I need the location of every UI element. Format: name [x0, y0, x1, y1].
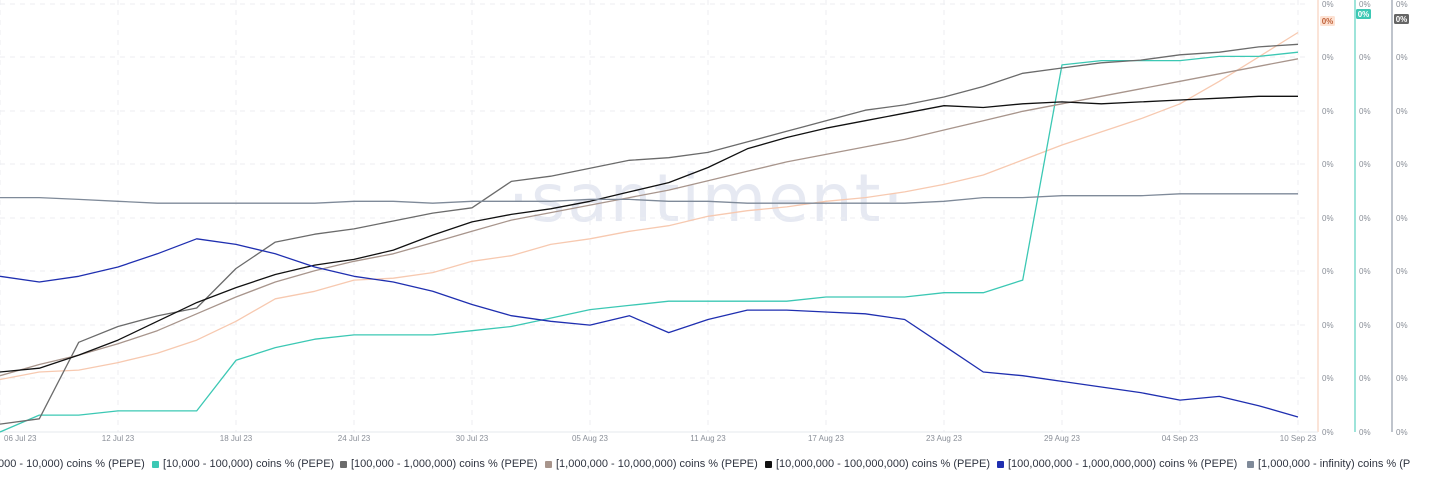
- y-tick-label: 0%: [1322, 374, 1334, 383]
- y-tick-label: 0%: [1322, 53, 1334, 62]
- y-tick-label: 0%: [1322, 107, 1334, 116]
- y-tick-label: 0%: [1359, 267, 1371, 276]
- y-tick-label: 0%: [1396, 160, 1408, 169]
- x-tick-label: 12 Jul 23: [102, 434, 135, 443]
- y-tick-label: 0%: [1322, 160, 1334, 169]
- series-line[interactable]: [0, 238, 1299, 418]
- x-tick-label: 11 Aug 23: [690, 434, 726, 443]
- legend-swatch: [340, 460, 347, 468]
- legend-item[interactable]: [10,000,000 - 100,000,000) coins % (PEPE…: [765, 458, 990, 470]
- axis-value-badge: 0%: [1320, 16, 1335, 26]
- series-line[interactable]: [0, 43, 1299, 425]
- axis-value-badge: 0%: [1394, 14, 1409, 24]
- y-tick-label: 0%: [1359, 374, 1371, 383]
- y-tick-label: 0%: [1396, 267, 1408, 276]
- y-tick-label: 0%: [1359, 0, 1371, 9]
- svg-text:0%: 0%: [1396, 15, 1408, 24]
- x-tick-label: 17 Aug 23: [808, 434, 845, 443]
- x-tick-label: 18 Jul 23: [220, 434, 253, 443]
- grid: [0, 0, 1310, 433]
- legend-item[interactable]: [100,000,000 - 1,000,000,000) coins % (P…: [997, 458, 1237, 470]
- series-line[interactable]: [0, 95, 1298, 373]
- x-tick-label: 10 Sep 23: [1280, 434, 1317, 443]
- y-tick-label: 0%: [1359, 107, 1371, 116]
- y-tick-label: 0%: [1396, 374, 1408, 383]
- legend-label: [10,000 - 100,000) coins % (PEPE): [163, 458, 335, 470]
- axes: [0, 0, 1393, 433]
- legend-swatch: [997, 460, 1004, 468]
- legend-label: [1,000,000 - 10,000,000) coins % (PEPE): [556, 458, 758, 470]
- legend-label: [100,000 - 1,000,000) coins % (PEPE): [351, 458, 538, 470]
- y-tick-label: 0%: [1359, 160, 1371, 169]
- legend-swatch: [765, 460, 772, 468]
- legend-label: [10,000,000 - 100,000,000) coins % (PEPE…: [776, 458, 991, 470]
- legend-swatch: [545, 460, 552, 468]
- x-tick-label: 30 Jul 23: [456, 434, 489, 443]
- svg-text:0%: 0%: [1322, 17, 1334, 26]
- legend-swatch: [152, 460, 159, 468]
- legend-item[interactable]: [1,000,000 - 10,000,000) coins % (PEPE): [545, 458, 758, 470]
- series-line[interactable]: [0, 58, 1299, 377]
- y-tick-label: 0%: [1322, 0, 1334, 9]
- series-line[interactable]: [0, 193, 1298, 204]
- legend-item[interactable]: [100,000 - 1,000,000) coins % (PEPE): [340, 458, 538, 470]
- series-line[interactable]: [0, 51, 1299, 433]
- y-tick-label: 0%: [1396, 53, 1408, 62]
- legend-item[interactable]: [1,000,000 - infinity) coins % (P: [1247, 458, 1410, 470]
- x-axis-ticks: 06 Jul 23 12 Jul 23 18 Jul 23 24 Jul 23 30 J…: [4, 434, 1317, 443]
- series-lines[interactable]: [0, 31, 1299, 433]
- y-tick-label: 0%: [1359, 53, 1371, 62]
- y-tick-label: 0%: [1322, 214, 1334, 223]
- y-tick-label: 0%: [1322, 428, 1334, 437]
- x-tick-label: 24 Jul 23: [338, 434, 371, 443]
- y-tick-label: 0%: [1322, 321, 1334, 330]
- y-tick-label: 0%: [1322, 267, 1334, 276]
- y-tick-label: 0%: [1359, 214, 1371, 223]
- legend-swatch: [1247, 460, 1254, 468]
- y-tick-label: 0%: [1396, 428, 1408, 437]
- y-tick-label: 0%: [1396, 107, 1408, 116]
- x-tick-label: 29 Aug 23: [1044, 434, 1081, 443]
- y-tick-label: 0%: [1396, 214, 1408, 223]
- legend-item[interactable]: 000 - 10,000) coins % (PEPE): [0, 458, 145, 470]
- y-tick-label: 0%: [1396, 321, 1408, 330]
- legend-label: [100,000,000 - 1,000,000,000) coins % (P…: [1008, 458, 1238, 470]
- y-tick-label: 0%: [1396, 0, 1408, 9]
- legend-label: 000 - 10,000) coins % (PEPE): [0, 458, 145, 470]
- series-line[interactable]: [0, 31, 1299, 381]
- y-tick-label: 0%: [1359, 321, 1371, 330]
- y-tick-label: 0%: [1359, 428, 1371, 437]
- axis-value-badge: 0%: [1356, 9, 1371, 19]
- x-tick-label: 05 Aug 23: [572, 434, 609, 443]
- x-tick-label: 06 Jul 23: [4, 434, 37, 443]
- legend-item[interactable]: [10,000 - 100,000) coins % (PEPE): [152, 458, 334, 470]
- svg-text:0%: 0%: [1358, 10, 1370, 19]
- legend-label: [1,000,000 - infinity) coins % (P: [1258, 458, 1411, 470]
- x-tick-label: 04 Sep 23: [1162, 434, 1199, 443]
- axis-badges: 0% 0% 0%: [1320, 9, 1409, 26]
- y-axis-ticks: 0%0%0%0%0%0%0%0%0%0%0%0%0%0%0%0%0%0%0%0%…: [1322, 0, 1408, 437]
- x-tick-label: 23 Aug 23: [926, 434, 963, 443]
